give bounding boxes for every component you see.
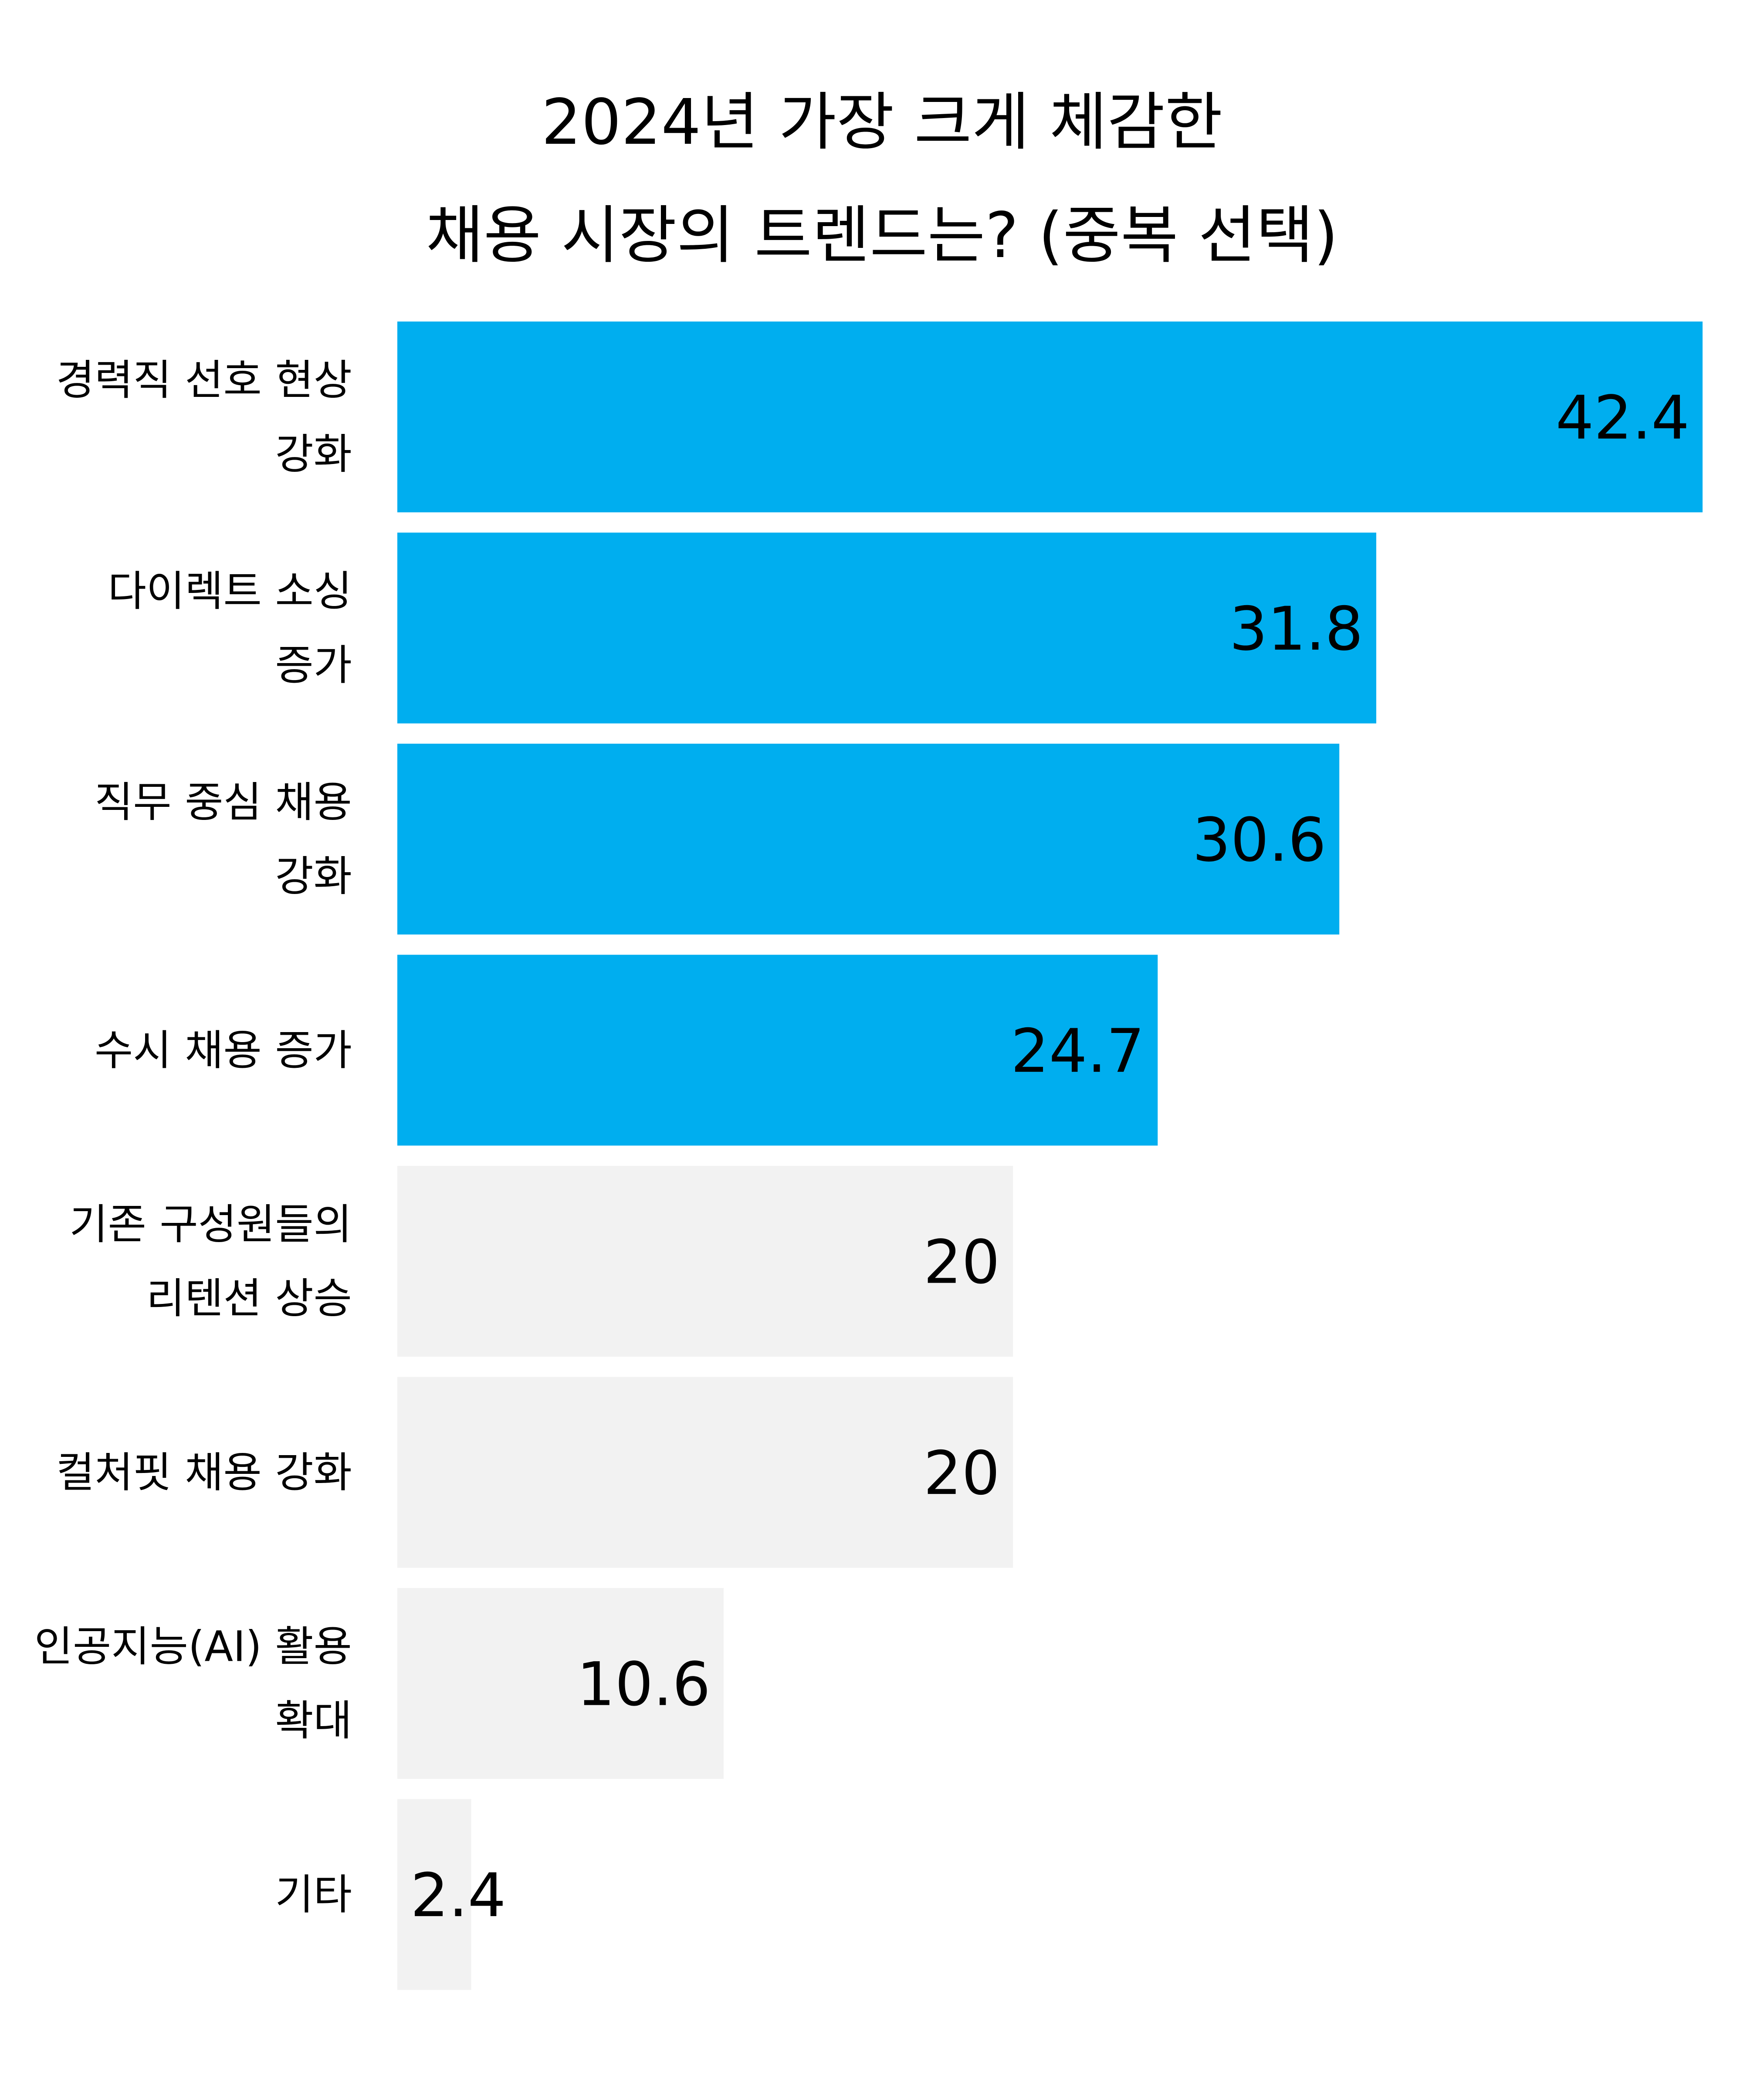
value-labels-group: 42.4 31.8 30.6 24.7 20 20 10.6 2.4 (410, 383, 1690, 1931)
category-label-8: 기타 (275, 1870, 352, 1919)
category-label-5-line-1: 기존 구성원들의 (69, 1200, 352, 1249)
category-label-4: 수시 채용 증가 (95, 1026, 352, 1075)
value-label-3: 30.6 (1192, 805, 1326, 875)
category-label-8-line-1: 기타 (275, 1870, 352, 1919)
category-label-1-line-2: 강화 (275, 430, 352, 479)
category-label-6: 컬처핏 채용 강화 (56, 1448, 352, 1497)
bar-2 (397, 532, 1376, 724)
bar-6 (397, 1377, 1013, 1568)
category-label-2-line-1: 다이렉트 소싱 (108, 567, 352, 616)
bar-7 (397, 1588, 724, 1779)
category-label-2-line-2: 증가 (275, 641, 352, 690)
value-label-6: 20 (924, 1438, 1000, 1508)
chart-title-line-2: 채용 시장의 트렌드는? (중복 선택) (426, 199, 1338, 272)
chart-title-line-1: 2024년 가장 크게 체감한 (541, 85, 1223, 159)
bars-group (397, 322, 1703, 1990)
bar-4 (397, 955, 1158, 1146)
category-label-5-line-2: 리텐션 상승 (146, 1274, 352, 1323)
category-label-7-line-2: 확대 (275, 1696, 352, 1745)
value-label-2: 31.8 (1229, 594, 1363, 664)
value-label-1: 42.4 (1556, 383, 1690, 453)
bar-3 (397, 744, 1340, 935)
value-label-4: 24.7 (1011, 1016, 1144, 1086)
category-label-3-line-1: 직무 중심 채용 (95, 778, 352, 827)
category-label-4-line-1: 수시 채용 증가 (95, 1026, 352, 1075)
category-label-1-line-1: 경력직 선호 현상 (56, 356, 352, 405)
bar-8 (397, 1799, 471, 1990)
bar-1 (397, 322, 1703, 512)
bar-5 (397, 1166, 1013, 1357)
category-label-3-line-2: 강화 (275, 852, 352, 901)
category-label-6-line-1: 컬처핏 채용 강화 (56, 1448, 352, 1497)
value-label-7: 10.6 (577, 1649, 711, 1720)
value-label-8: 2.4 (410, 1860, 506, 1930)
category-label-7-line-1: 인공지능(AI) 활용 (34, 1622, 352, 1671)
value-label-5: 20 (924, 1227, 1000, 1297)
chart-title: 2024년 가장 크게 체감한 채용 시장의 트렌드는? (중복 선택) (0, 65, 1764, 292)
